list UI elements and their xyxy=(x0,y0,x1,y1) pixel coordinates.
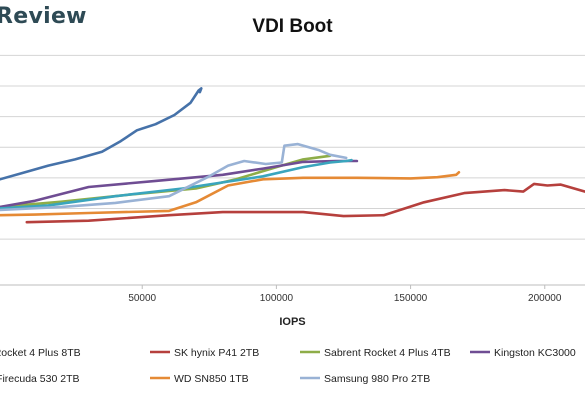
series-lines xyxy=(0,87,585,224)
series-line xyxy=(25,182,585,224)
series-line xyxy=(0,87,203,181)
legend-label: Kingston KC3000 xyxy=(494,347,576,359)
series-line xyxy=(0,171,461,217)
x-tick-label: 50000 xyxy=(128,293,156,304)
series-line xyxy=(0,142,348,212)
legend-label: SK hynix P41 2TB xyxy=(174,347,259,359)
legend-label: Seagate Firecuda 530 2TB xyxy=(0,373,80,385)
series-line xyxy=(0,159,359,209)
x-axis-label: IOPS xyxy=(279,316,306,328)
chart-title: VDI Boot xyxy=(252,16,333,37)
legend-label: WD SN850 1TB xyxy=(174,373,249,385)
x-tick-label: 200000 xyxy=(528,293,562,304)
legend-label: Sabrent Rocket 4 Plus 4TB xyxy=(324,347,451,359)
series-line xyxy=(0,158,353,210)
brand-logo-text: Review xyxy=(0,4,87,29)
x-axis: 50000 100000 150000 200000 xyxy=(0,284,585,304)
x-tick-label: 100000 xyxy=(260,293,294,304)
legend-label: Samsung 980 Pro 2TB xyxy=(324,373,430,385)
legend: Sabrent Rocket 4 Plus 8TB SK hynix P41 2T… xyxy=(0,347,576,385)
legend-label: Sabrent Rocket 4 Plus 8TB xyxy=(0,347,81,359)
x-tick-label: 150000 xyxy=(394,293,428,304)
